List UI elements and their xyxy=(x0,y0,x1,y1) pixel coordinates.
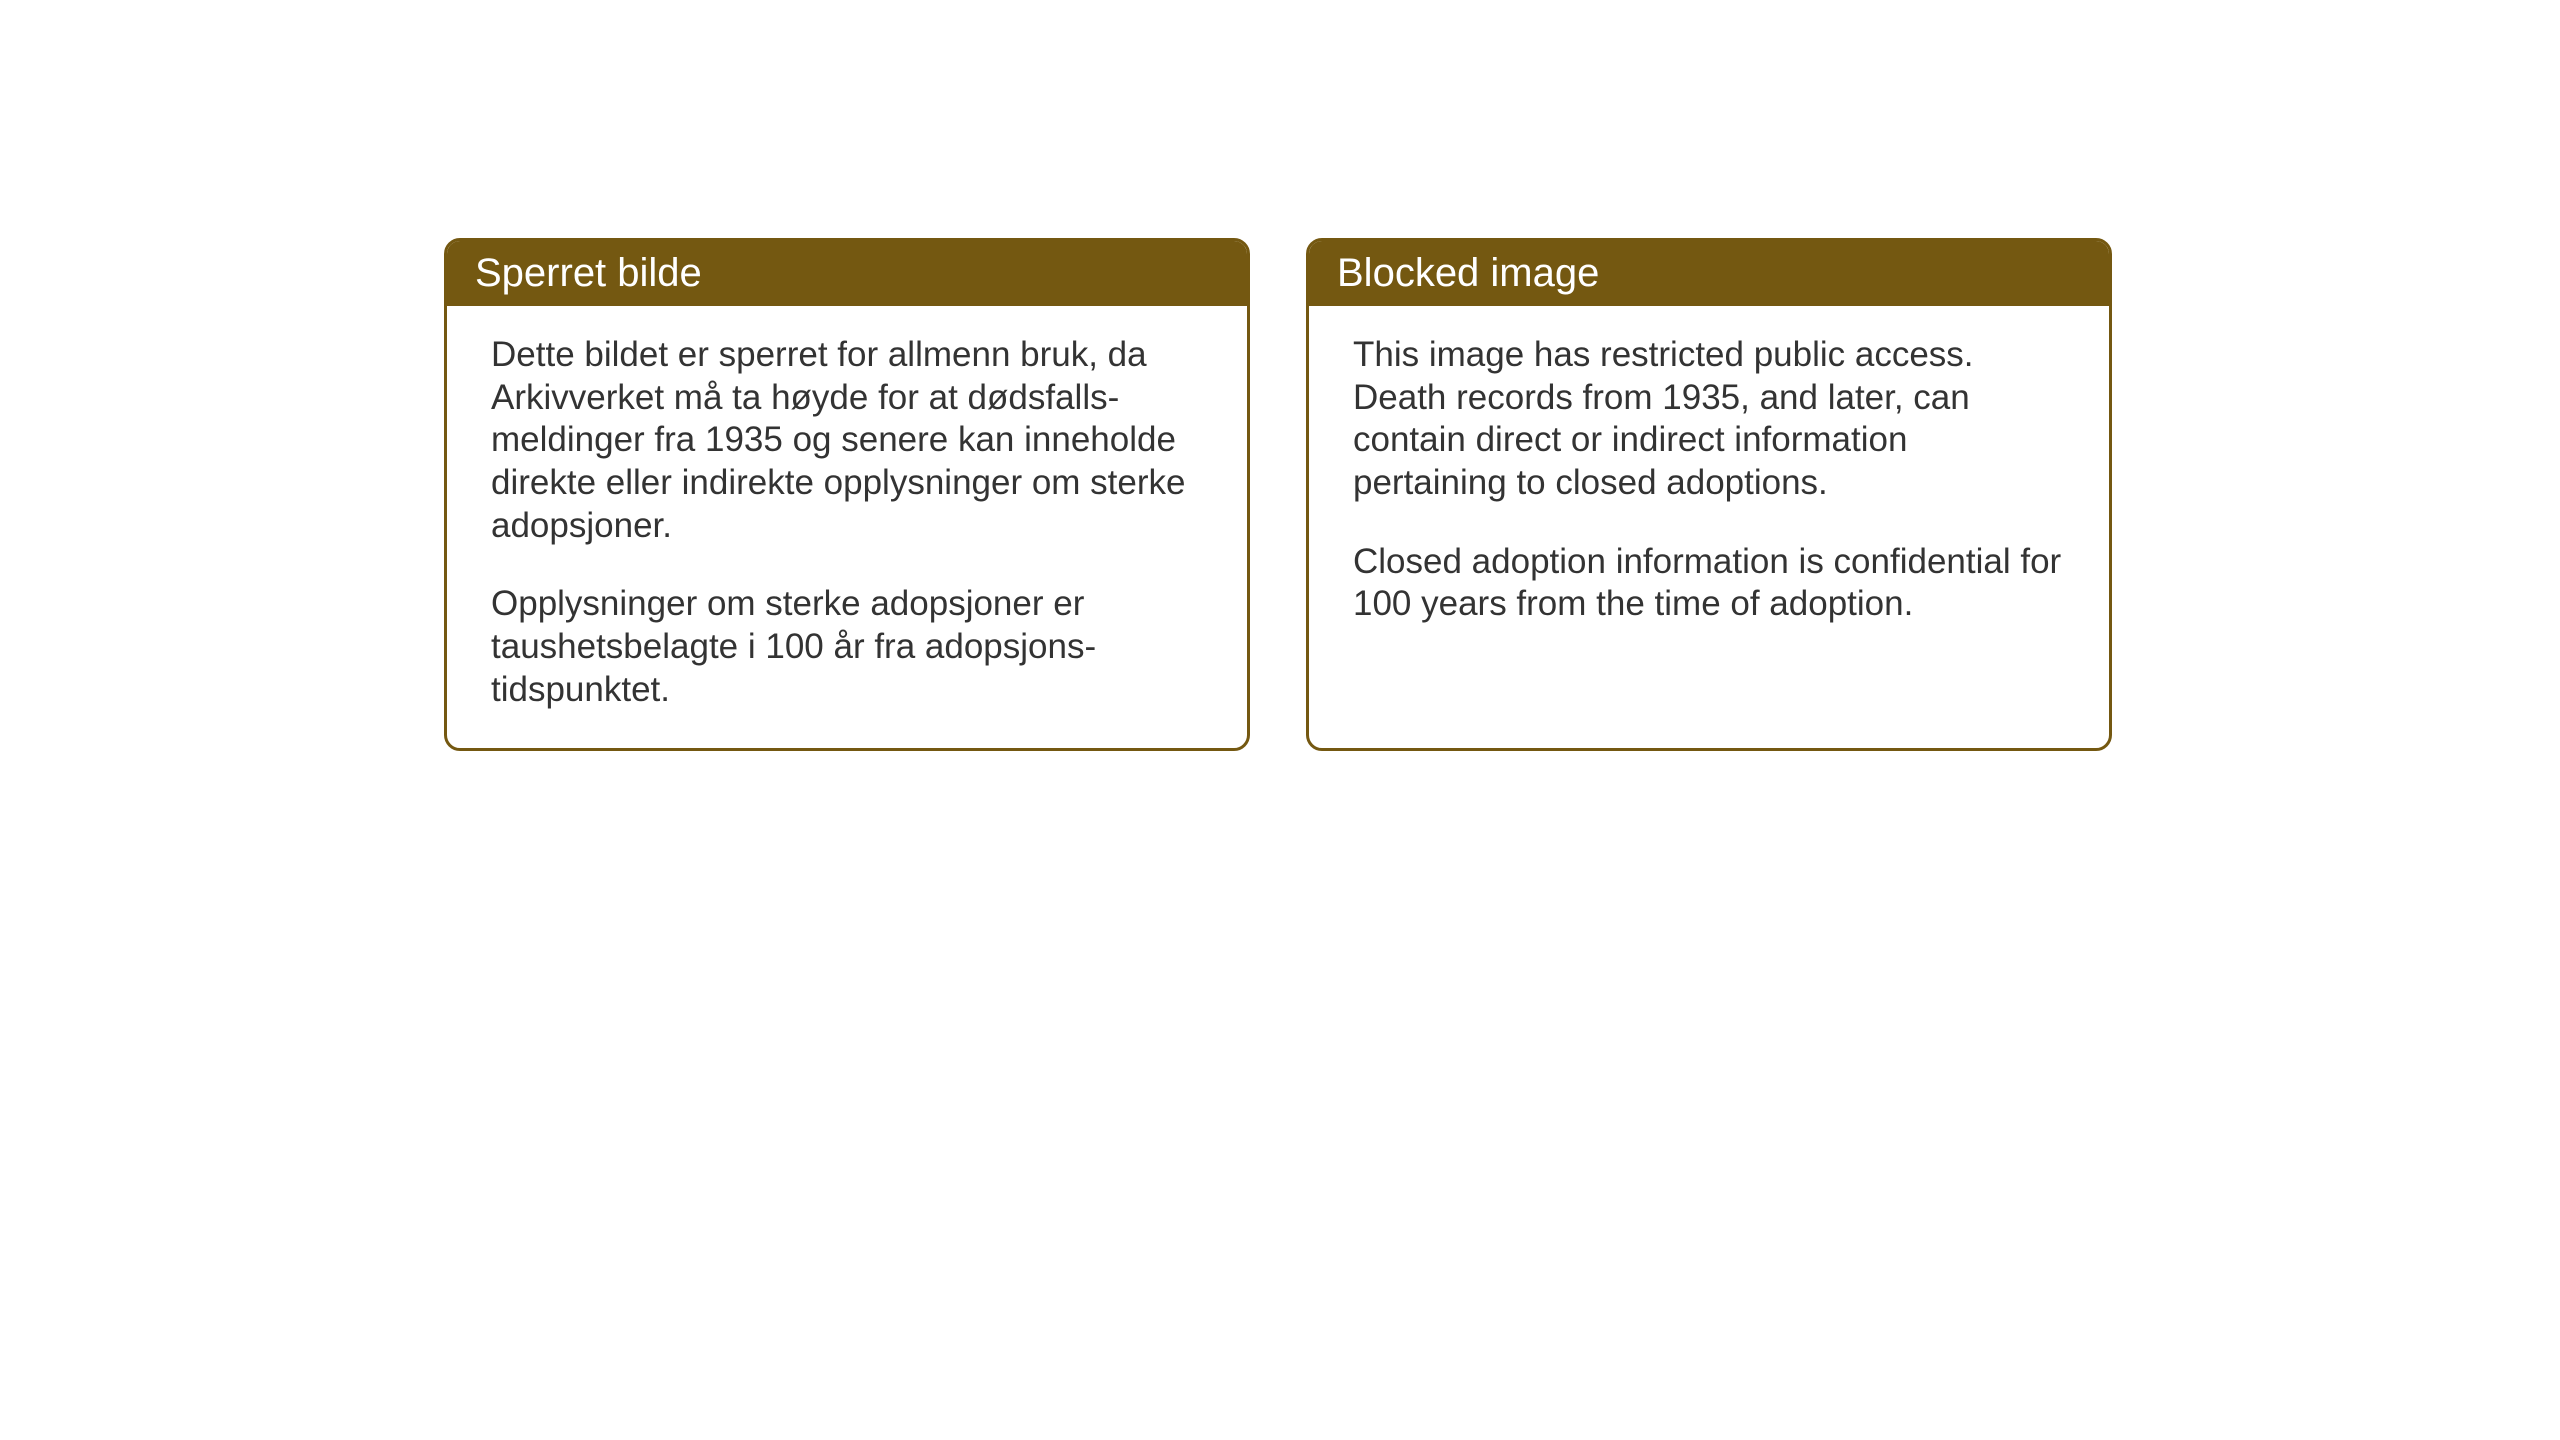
cards-container: Sperret bilde Dette bildet er sperret fo… xyxy=(444,238,2112,751)
card-body-english: This image has restricted public access.… xyxy=(1309,306,2109,662)
card-paragraph-2-english: Closed adoption information is confident… xyxy=(1353,541,2065,626)
card-paragraph-1-english: This image has restricted public access.… xyxy=(1353,334,2065,505)
card-header-english: Blocked image xyxy=(1309,241,2109,306)
card-title-norwegian: Sperret bilde xyxy=(475,251,702,295)
card-english: Blocked image This image has restricted … xyxy=(1306,238,2112,751)
card-paragraph-2-norwegian: Opplysninger om sterke adopsjoner er tau… xyxy=(491,583,1203,711)
card-paragraph-1-norwegian: Dette bildet er sperret for allmenn bruk… xyxy=(491,334,1203,547)
card-header-norwegian: Sperret bilde xyxy=(447,241,1247,306)
card-title-english: Blocked image xyxy=(1337,251,1599,295)
card-body-norwegian: Dette bildet er sperret for allmenn bruk… xyxy=(447,306,1247,748)
card-norwegian: Sperret bilde Dette bildet er sperret fo… xyxy=(444,238,1250,751)
